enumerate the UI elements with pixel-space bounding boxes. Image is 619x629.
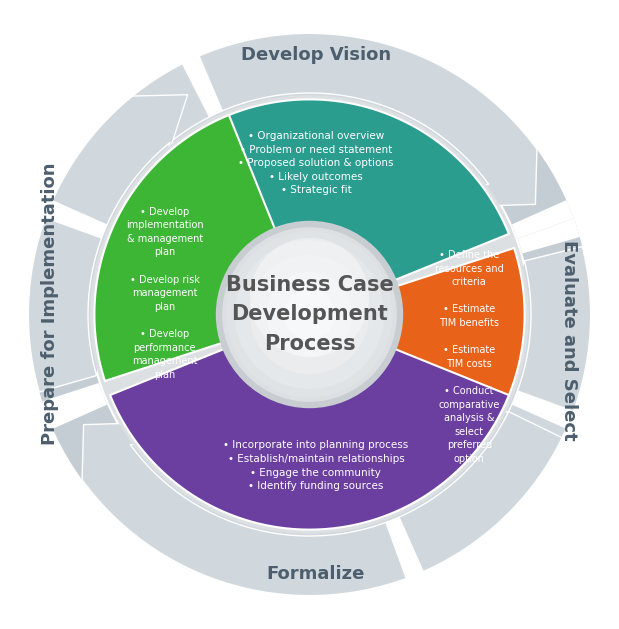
Text: Business Case
Development
Process: Business Case Development Process (225, 275, 394, 354)
Circle shape (222, 227, 397, 402)
Polygon shape (512, 200, 574, 239)
Text: • Develop
implementation
& management
plan

• Develop risk
management
plan

• De: • Develop implementation & management pl… (126, 206, 204, 380)
Text: Formalize: Formalize (267, 565, 365, 583)
Polygon shape (385, 517, 424, 579)
Polygon shape (45, 200, 107, 239)
Polygon shape (182, 56, 223, 117)
Text: Develop Vision: Develop Vision (241, 46, 391, 64)
Polygon shape (512, 390, 574, 429)
Circle shape (284, 289, 335, 340)
Circle shape (216, 221, 403, 408)
Text: • Define the
resources and
criteria

• Estimate
TIM benefits

• Estimate
TIM cos: • Define the resources and criteria • Es… (435, 250, 504, 464)
Text: • Incorporate into planning process
• Establish/maintain relationships
• Engage : • Incorporate into planning process • Es… (223, 440, 409, 491)
Text: Prepare for Implementation: Prepare for Implementation (41, 163, 59, 445)
Polygon shape (110, 349, 509, 530)
Circle shape (227, 231, 392, 398)
Polygon shape (95, 115, 275, 381)
Polygon shape (82, 411, 562, 596)
Text: Evaluate and Select: Evaluate and Select (560, 240, 578, 440)
Polygon shape (344, 248, 524, 514)
Polygon shape (42, 383, 104, 420)
Polygon shape (57, 33, 537, 218)
Text: • Organizational overview
• Problem or need statement
• Proposed solution & opti: • Organizational overview • Problem or n… (238, 131, 394, 196)
Circle shape (90, 95, 529, 534)
Polygon shape (45, 390, 107, 429)
Polygon shape (28, 95, 188, 392)
Circle shape (28, 33, 591, 596)
Circle shape (235, 240, 384, 389)
Circle shape (250, 238, 369, 357)
Circle shape (88, 93, 531, 536)
Polygon shape (517, 218, 580, 253)
Polygon shape (420, 247, 591, 542)
Circle shape (250, 255, 369, 374)
Circle shape (267, 272, 352, 357)
Polygon shape (110, 99, 509, 280)
